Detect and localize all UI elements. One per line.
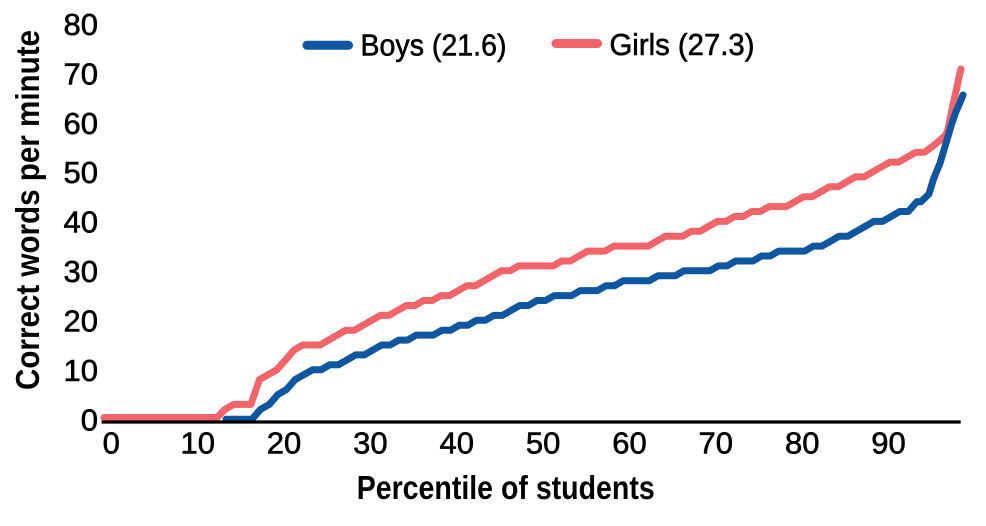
- svg-text:30: 30: [353, 426, 387, 461]
- svg-text:Girls (27.3): Girls (27.3): [610, 27, 755, 62]
- svg-text:Percentile of students: Percentile of students: [357, 469, 655, 506]
- svg-text:20: 20: [64, 304, 98, 339]
- svg-text:80: 80: [785, 426, 819, 461]
- svg-text:90: 90: [871, 426, 905, 461]
- svg-text:30: 30: [64, 254, 98, 289]
- svg-text:60: 60: [612, 426, 646, 461]
- svg-text:10: 10: [180, 426, 214, 461]
- svg-text:Correct words per minute: Correct words per minute: [9, 30, 46, 390]
- svg-text:70: 70: [64, 56, 98, 91]
- svg-text:70: 70: [699, 426, 733, 461]
- svg-text:40: 40: [64, 205, 98, 240]
- svg-text:80: 80: [64, 7, 98, 42]
- svg-text:60: 60: [64, 106, 98, 141]
- svg-text:40: 40: [439, 426, 473, 461]
- svg-text:10: 10: [64, 353, 98, 388]
- svg-text:Boys (21.6): Boys (21.6): [361, 28, 507, 63]
- svg-text:20: 20: [267, 426, 301, 461]
- svg-text:50: 50: [64, 155, 98, 190]
- svg-text:0: 0: [81, 403, 98, 438]
- svg-text:50: 50: [526, 426, 560, 461]
- svg-text:0: 0: [103, 426, 120, 461]
